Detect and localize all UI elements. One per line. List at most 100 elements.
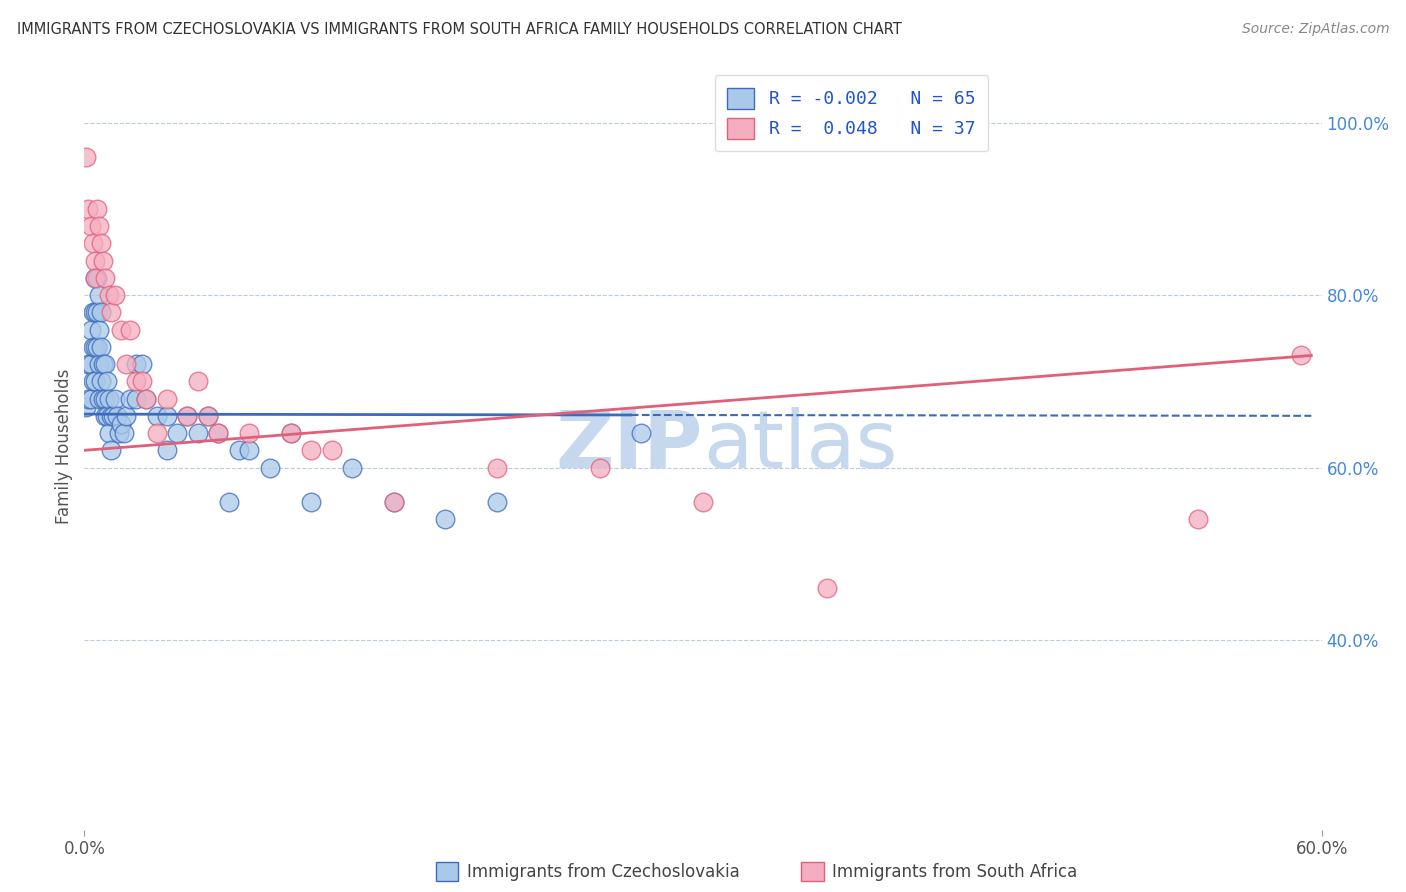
Point [434,512,457,526]
Point [94,392,117,406]
Point [112,426,135,441]
Point [218,495,240,509]
Point [87,219,110,234]
Point [98,426,121,441]
Point [79,392,101,406]
Text: Immigrants from South Africa: Immigrants from South Africa [832,863,1077,881]
Point [77,392,100,406]
Point [321,443,343,458]
Point [238,426,260,441]
Point [82,375,104,389]
Point [83,271,105,285]
Point [79,219,101,234]
Point [485,460,508,475]
Point [105,409,128,423]
Point [125,357,148,371]
Point [382,495,405,509]
Point [79,323,101,337]
Point [131,375,153,389]
Point [83,375,105,389]
Point [98,288,121,302]
Point [96,375,118,389]
Point [125,392,148,406]
Point [589,460,612,475]
Point [100,305,122,319]
Point [98,392,121,406]
Text: IMMIGRANTS FROM CZECHOSLOVAKIA VS IMMIGRANTS FROM SOUTH AFRICA FAMILY HOUSEHOLDS: IMMIGRANTS FROM CZECHOSLOVAKIA VS IMMIGR… [17,22,901,37]
Point [207,426,229,441]
Point [259,460,281,475]
Point [103,409,125,423]
Point [692,495,714,509]
Point [86,340,108,354]
Point [299,443,322,458]
Point [90,305,112,319]
Point [114,409,136,423]
Point [77,202,100,216]
Point [228,443,250,458]
Point [96,409,118,423]
Y-axis label: Family Households: Family Households [55,368,73,524]
Point [207,426,229,441]
Point [94,357,117,371]
Point [83,340,105,354]
Point [485,495,508,509]
Point [90,375,112,389]
Point [87,357,110,371]
Point [86,305,108,319]
Point [90,340,112,354]
Point [104,288,127,302]
Point [197,409,219,423]
Point [131,357,153,371]
Point [382,495,405,509]
Text: Immigrants from Czechoslovakia: Immigrants from Czechoslovakia [467,863,740,881]
Point [280,426,302,441]
Text: ZIP: ZIP [555,407,703,485]
Point [145,426,167,441]
Point [79,357,101,371]
Point [86,271,108,285]
Point [187,375,209,389]
Point [125,375,148,389]
Point [94,409,117,423]
Point [166,426,188,441]
Point [91,357,114,371]
Point [280,426,302,441]
Point [156,443,179,458]
Point [118,392,141,406]
Point [87,288,110,302]
Point [197,409,219,423]
Point [176,409,198,423]
Point [91,253,114,268]
Point [75,401,97,415]
Point [815,581,838,595]
Point [342,460,364,475]
Point [83,271,105,285]
Point [77,357,100,371]
Point [110,323,132,337]
Point [299,495,322,509]
Point [100,409,122,423]
Point [75,150,97,164]
Legend: R = -0.002   N = 65, R =  0.048   N = 37: R = -0.002 N = 65, R = 0.048 N = 37 [714,75,988,152]
Point [100,443,122,458]
Point [86,202,108,216]
Point [118,323,141,337]
Point [145,409,167,423]
Point [156,409,179,423]
Point [82,340,104,354]
Point [87,392,110,406]
Point [176,409,198,423]
Point [1187,512,1209,526]
Point [187,426,209,441]
Point [87,323,110,337]
Point [135,392,157,406]
Point [1289,349,1312,363]
Point [83,305,105,319]
Point [94,271,117,285]
Text: Source: ZipAtlas.com: Source: ZipAtlas.com [1241,22,1389,37]
Point [238,443,260,458]
Point [90,236,112,251]
Point [104,392,127,406]
Point [108,426,131,441]
